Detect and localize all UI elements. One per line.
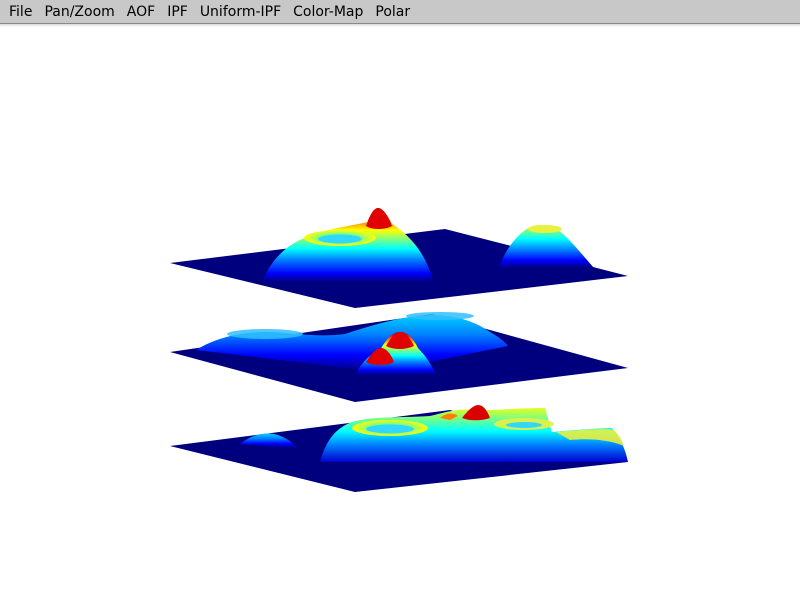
- menu-file[interactable]: File: [9, 3, 33, 20]
- 3d-viewport[interactable]: [0, 27, 800, 600]
- menu-color-map[interactable]: Color-Map: [293, 3, 364, 20]
- layer-bottom: [170, 405, 628, 492]
- layer-middle: [170, 312, 628, 402]
- menu-uniform-ipf[interactable]: Uniform-IPF: [199, 3, 282, 20]
- menu-bar-shadow: [0, 24, 800, 27]
- menu-pan-zoom[interactable]: Pan/Zoom: [44, 3, 115, 20]
- menu-polar[interactable]: Polar: [375, 3, 411, 20]
- layer-top: [170, 208, 628, 308]
- menu-ipf[interactable]: IPF: [167, 3, 188, 20]
- menu-aof[interactable]: AOF: [126, 3, 156, 20]
- surface-plot: [170, 208, 628, 492]
- menu-bar: File Pan/Zoom AOF IPF Uniform-IPF Color-…: [0, 0, 800, 24]
